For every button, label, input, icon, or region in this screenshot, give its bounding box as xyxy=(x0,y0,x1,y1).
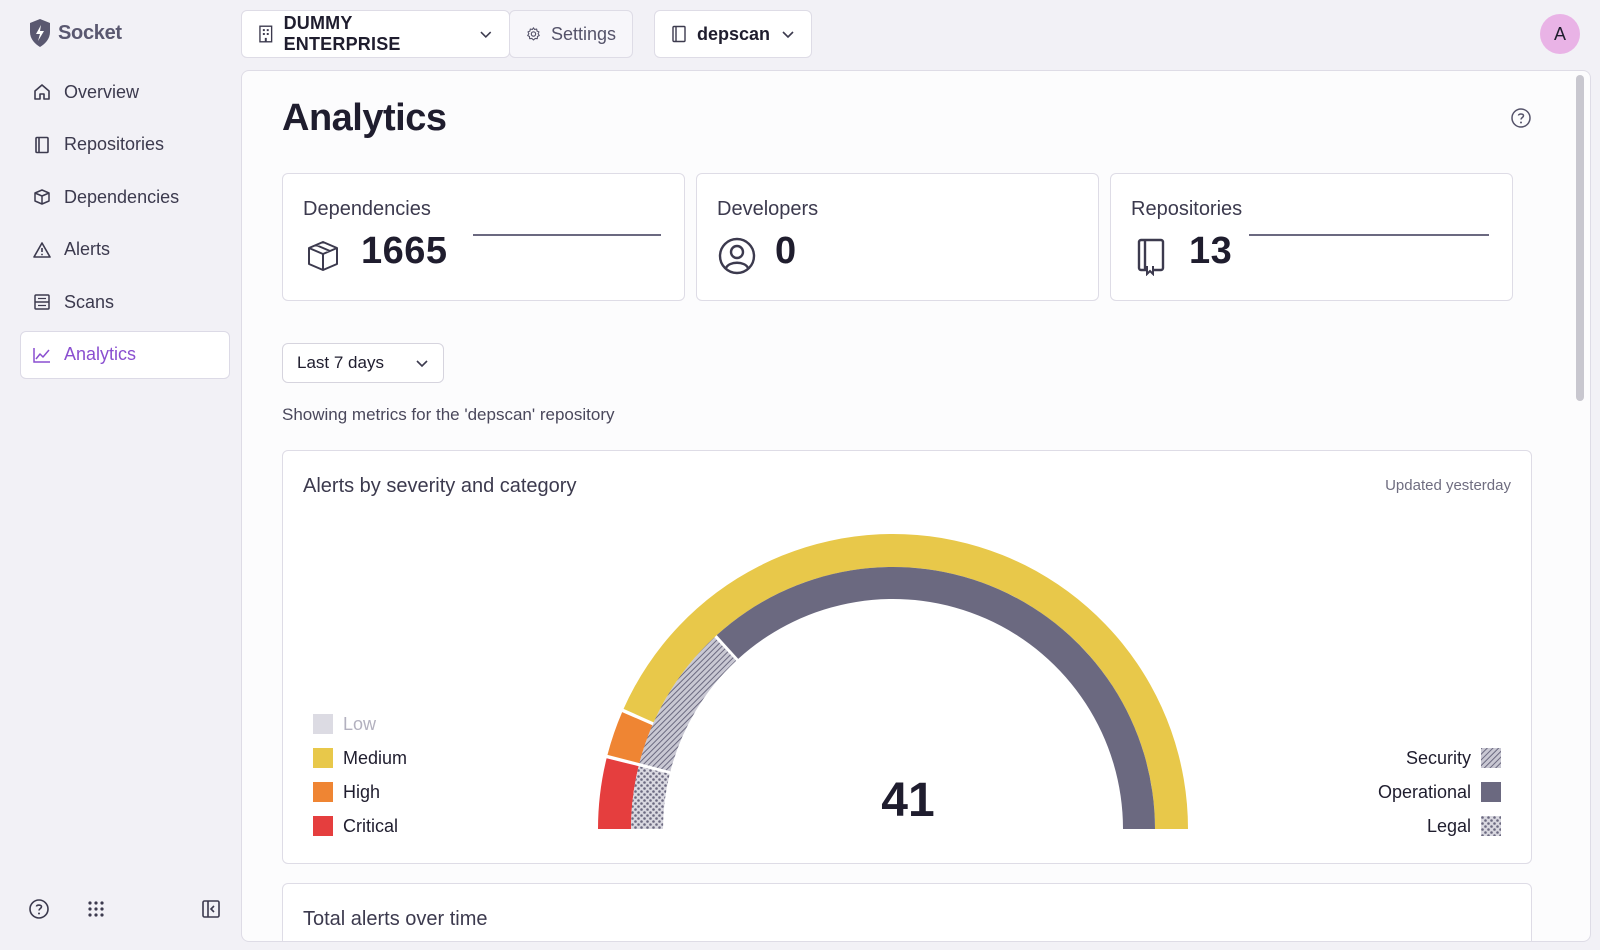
sidebar-item-label: Dependencies xyxy=(64,186,180,207)
severity-gauge-chart xyxy=(598,534,1188,829)
sidebar-item-analytics[interactable]: Analytics xyxy=(20,330,230,379)
repo-name: depscan xyxy=(697,23,771,44)
severity-arc-medium[interactable] xyxy=(623,534,1188,829)
warning-icon xyxy=(33,241,51,258)
severity-arc-critical[interactable] xyxy=(598,758,639,829)
main-panel: Analytics Dependencies 1665 Developers 0… xyxy=(241,70,1591,942)
sparkline xyxy=(473,234,661,238)
sidebar-item-overview[interactable]: Overview xyxy=(20,68,230,116)
sidebar-nav: Overview Repositories Dependencies Alert… xyxy=(20,68,230,383)
collapse-sidebar-icon[interactable] xyxy=(200,898,222,920)
legend-label: Operational xyxy=(1377,781,1471,802)
legend-swatch xyxy=(313,816,333,836)
chart-line-icon xyxy=(33,347,50,363)
sidebar-item-dependencies[interactable]: Dependencies xyxy=(20,173,230,221)
severity-arc-high[interactable] xyxy=(607,712,653,764)
help-icon[interactable] xyxy=(28,898,50,920)
stat-card-dependencies: Dependencies 1665 xyxy=(282,173,685,301)
scan-icon xyxy=(34,294,50,310)
socket-shield-icon xyxy=(30,19,50,47)
org-name: DUMMY ENTERPRISE xyxy=(283,13,401,54)
home-icon xyxy=(34,84,50,100)
chart-updated: Updated yesterday xyxy=(1385,477,1511,494)
metrics-note: Showing metrics for the 'depscan' reposi… xyxy=(282,405,615,424)
book-icon xyxy=(35,136,49,153)
settings-label: Settings xyxy=(550,23,616,44)
sidebar-item-label: Alerts xyxy=(64,239,111,259)
book-icon xyxy=(672,25,686,43)
severity-legend: Low Medium High Critical xyxy=(313,707,407,843)
settings-button[interactable]: Settings xyxy=(509,10,633,58)
category-arc-security[interactable] xyxy=(639,637,737,772)
gauge-arcs xyxy=(598,534,1188,829)
sidebar-item-label: Overview xyxy=(64,81,140,102)
sparkline xyxy=(1249,234,1489,238)
legend-label: Legal xyxy=(1426,815,1471,836)
stat-label: Developers xyxy=(717,198,819,220)
category-arc-legal[interactable] xyxy=(631,766,670,829)
sidebar-item-repositories[interactable]: Repositories xyxy=(20,121,230,169)
stat-value: 1665 xyxy=(361,230,448,272)
legend-swatch-hatched xyxy=(1481,748,1501,768)
legend-item-operational[interactable]: Operational xyxy=(1378,775,1501,809)
app-name: Socket xyxy=(58,21,122,44)
chevron-down-icon xyxy=(480,31,492,39)
alerts-severity-chart-card: Alerts by severity and category Updated … xyxy=(282,450,1532,864)
legend-swatch-solid xyxy=(1481,782,1501,802)
legend-label: High xyxy=(343,781,381,802)
legend-item-medium[interactable]: Medium xyxy=(313,741,407,775)
legend-item-low[interactable]: Low xyxy=(313,707,407,741)
package-icon xyxy=(308,241,338,271)
sidebar-footer xyxy=(28,898,222,920)
legend-label: Security xyxy=(1405,747,1471,768)
stat-value: 13 xyxy=(1189,230,1233,272)
socket-logo[interactable]: Socket xyxy=(28,18,122,48)
sidebar: Socket Overview Repositories Dependencie… xyxy=(0,0,240,950)
legend-item-high[interactable]: High xyxy=(313,775,407,809)
legend-swatch xyxy=(313,748,333,768)
total-alerts-value: 41 xyxy=(881,774,935,827)
sidebar-item-label: Analytics xyxy=(64,344,137,364)
legend-label: Low xyxy=(343,713,377,734)
sidebar-item-label: Scans xyxy=(64,291,115,312)
chart-title: Alerts by severity and category xyxy=(303,475,577,497)
user-circle-icon xyxy=(718,237,756,275)
sidebar-item-scans[interactable]: Scans xyxy=(20,278,230,326)
avatar[interactable]: A xyxy=(1540,14,1580,54)
gear-icon xyxy=(527,27,540,41)
legend-item-critical[interactable]: Critical xyxy=(313,809,407,843)
date-range-value: Last 7 days xyxy=(297,353,384,372)
stat-card-developers: Developers 0 xyxy=(696,173,1099,301)
sidebar-item-alerts[interactable]: Alerts xyxy=(20,226,230,274)
legend-label: Medium xyxy=(343,747,408,768)
legend-item-legal[interactable]: Legal xyxy=(1378,809,1501,843)
sidebar-item-label: Repositories xyxy=(64,134,165,154)
repo-selector[interactable]: depscan xyxy=(654,10,812,58)
legend-item-security[interactable]: Security xyxy=(1378,741,1501,775)
chevron-down-icon xyxy=(782,31,794,39)
stat-value: 0 xyxy=(775,230,797,272)
stat-label: Repositories xyxy=(1131,198,1243,220)
category-arc-operational[interactable] xyxy=(716,567,1155,829)
package-icon xyxy=(34,189,50,205)
category-legend: Security Operational Legal xyxy=(1378,741,1501,843)
org-selector[interactable]: DUMMY ENTERPRISE xyxy=(241,10,510,58)
total-alerts-over-time-card: Total alerts over time xyxy=(282,883,1532,941)
apps-grid-icon[interactable] xyxy=(85,898,107,920)
building-icon xyxy=(259,25,273,43)
card-title: Total alerts over time xyxy=(303,908,488,930)
legend-label: Critical xyxy=(343,815,399,836)
legend-swatch xyxy=(313,714,333,734)
legend-swatch xyxy=(313,782,333,802)
stat-label: Dependencies xyxy=(303,198,431,220)
legend-swatch-dotted xyxy=(1481,816,1501,836)
page-title: Analytics xyxy=(282,97,447,139)
date-range-select[interactable]: Last 7 days xyxy=(282,343,444,383)
chevron-down-icon xyxy=(416,360,428,368)
scrollbar[interactable] xyxy=(1576,75,1584,401)
book-icon xyxy=(1137,238,1165,276)
stat-card-repositories: Repositories 13 xyxy=(1110,173,1513,301)
help-icon[interactable] xyxy=(1510,107,1532,129)
